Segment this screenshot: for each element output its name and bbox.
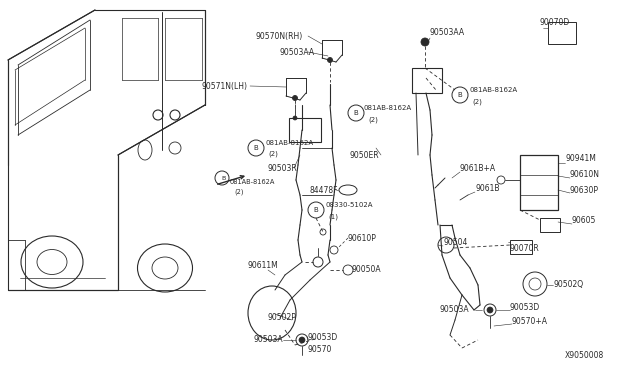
Text: 90504: 90504 [443,237,467,247]
Text: 90053D: 90053D [510,304,540,312]
Text: 081AB-8162A: 081AB-8162A [265,140,313,146]
Text: 90070D: 90070D [540,17,570,26]
Text: (2): (2) [234,189,243,195]
Text: 90070R: 90070R [510,244,540,253]
Text: 90503AA: 90503AA [280,48,315,57]
Text: 9061B: 9061B [475,183,499,192]
Text: 90570+A: 90570+A [512,317,548,327]
Text: X9050008: X9050008 [565,350,604,359]
Text: 90941M: 90941M [565,154,596,163]
Text: 90502P: 90502P [268,314,297,323]
Text: 081AB-8162A: 081AB-8162A [230,179,275,185]
Text: B: B [314,207,318,213]
Text: 90630P: 90630P [570,186,599,195]
Text: 90571N(LH): 90571N(LH) [202,81,248,90]
Text: B: B [458,92,462,98]
Text: 84478F: 84478F [310,186,339,195]
Text: 90610P: 90610P [348,234,377,243]
Bar [540,218,560,232]
Text: (2): (2) [268,151,278,157]
Text: 90053D: 90053D [307,333,337,341]
Text: 90503AA: 90503AA [430,28,465,36]
Text: 90605: 90605 [572,215,596,224]
Text: 081AB-8162A: 081AB-8162A [364,105,412,111]
Circle shape [293,116,297,120]
Text: 90050A: 90050A [352,266,381,275]
Text: 9050ER: 9050ER [350,151,380,160]
Text: 90570N(RH): 90570N(RH) [256,32,303,41]
Text: 90503A: 90503A [253,336,283,344]
Text: 90610N: 90610N [570,170,600,179]
Text: 081AB-8162A: 081AB-8162A [469,87,517,93]
Text: 90503A: 90503A [440,305,470,314]
Text: 90502Q: 90502Q [553,280,583,289]
Circle shape [421,38,429,46]
Text: B: B [221,176,225,180]
Text: 90611M: 90611M [247,260,278,269]
Text: (2): (2) [368,117,378,123]
Circle shape [487,307,493,313]
Bar [510,240,532,254]
Text: (1): (1) [328,214,338,220]
Bar [412,68,442,93]
Bar [289,118,321,142]
Text: 08330-5102A: 08330-5102A [325,202,372,208]
Text: 90503R: 90503R [268,164,298,173]
Circle shape [299,337,305,343]
Bar [548,22,576,44]
Bar [520,155,558,210]
Text: 9061B+A: 9061B+A [460,164,496,173]
Text: B: B [354,110,358,116]
Text: 90570: 90570 [307,346,332,355]
Circle shape [328,58,333,62]
Circle shape [292,96,298,100]
Text: B: B [253,145,259,151]
Text: (2): (2) [472,99,482,105]
